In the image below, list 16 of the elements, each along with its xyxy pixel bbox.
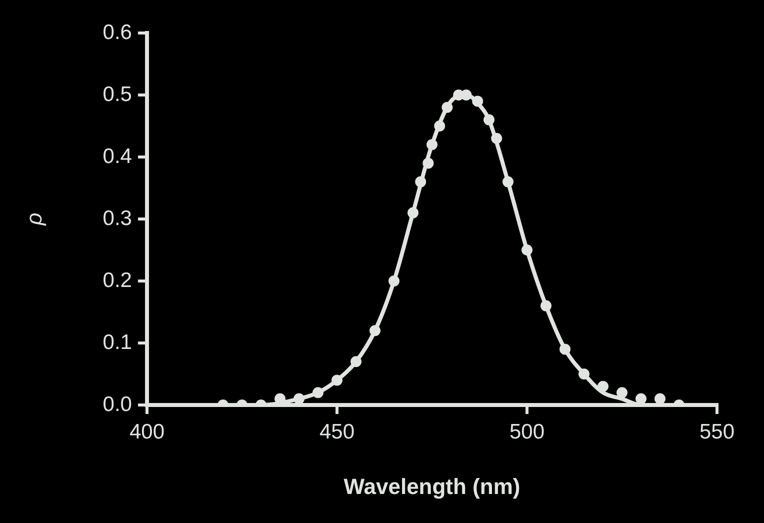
y-tick-label: 0.4 (102, 144, 132, 168)
y-tick-label: 0.3 (102, 206, 132, 230)
y-axis-title: ρ (21, 212, 46, 226)
y-tick-label: 0.0 (102, 392, 132, 416)
x-tick-label: 450 (319, 420, 355, 444)
x-axis-title: Wavelength (nm) (344, 474, 520, 499)
point (654, 393, 666, 404)
x-tick-label: 500 (509, 420, 545, 444)
y-tick-label: 0.1 (102, 330, 132, 354)
point (636, 393, 646, 404)
y-tick-label: 0.2 (102, 268, 132, 292)
y-tick-label: 0.6 (102, 20, 132, 44)
x-tick-label: 400 (129, 420, 165, 444)
y-tick-label: 0.5 (102, 82, 132, 106)
point (616, 387, 628, 398)
x-tick-label: 550 (699, 420, 735, 444)
